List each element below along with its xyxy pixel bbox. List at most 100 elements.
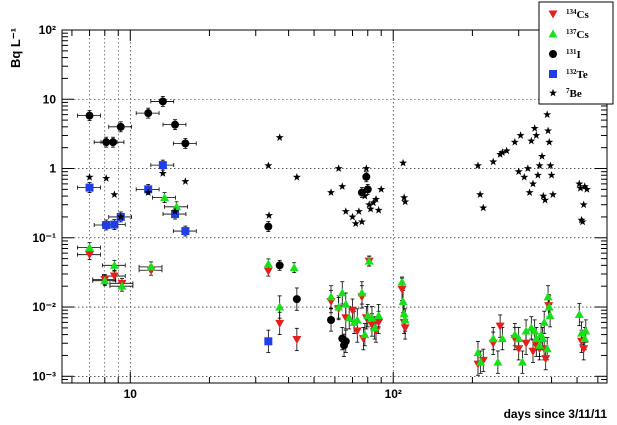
y-tick-label: 10²: [39, 23, 56, 37]
data-point: [102, 220, 111, 229]
data-point: [535, 161, 544, 170]
data-point: [158, 169, 167, 177]
data-point: [399, 309, 409, 318]
data-point: [581, 326, 591, 335]
data-point: [523, 164, 532, 172]
x-axis-title: days since 3/11/11: [504, 407, 608, 421]
data-point: [146, 262, 156, 271]
data-point: [582, 185, 591, 193]
data-point: [514, 334, 524, 343]
data-point: [476, 190, 485, 199]
data-point: [473, 348, 483, 357]
data-point: [374, 318, 384, 327]
legend-entry: 131I: [549, 48, 581, 61]
legend-label: 7Be: [566, 87, 582, 100]
data-point: [362, 172, 371, 181]
data-point: [400, 324, 410, 333]
data-point: [578, 217, 587, 226]
data-point: [510, 137, 519, 146]
y-tick-label: 10⁻³: [32, 369, 56, 383]
data-point: [579, 345, 589, 354]
data-point: [344, 313, 354, 322]
data-point: [334, 302, 344, 311]
data-point: [362, 164, 371, 172]
data-point: [576, 183, 585, 192]
data-point: [541, 355, 551, 364]
data-point: [538, 334, 548, 343]
data-point: [400, 315, 410, 324]
data-point: [341, 207, 350, 215]
data-point: [85, 183, 94, 192]
data-point: [363, 185, 372, 193]
y-tick-label: 10⁻¹: [32, 231, 56, 245]
data-point: [352, 315, 362, 324]
data-point: [158, 161, 167, 170]
data-point: [489, 157, 498, 166]
data-point: [397, 285, 407, 294]
data-point: [479, 203, 488, 212]
data-point: [530, 124, 539, 132]
series-cs-137: [85, 193, 591, 366]
data-point: [172, 202, 182, 211]
legend-label: 137Cs: [566, 28, 589, 41]
x-tick-label: 10: [124, 387, 138, 401]
data-point: [510, 330, 520, 339]
data-point: [538, 152, 547, 160]
data-point: [539, 317, 549, 326]
data-point: [579, 200, 588, 209]
y-tick-label: 10: [43, 92, 57, 106]
data-point: [542, 344, 552, 353]
data-point: [476, 357, 486, 366]
data-point: [547, 171, 556, 179]
data-point: [160, 193, 170, 202]
data-point: [292, 335, 302, 344]
data-point: [352, 327, 362, 336]
data-point: [144, 188, 153, 196]
data-point: [102, 138, 111, 147]
data-point: [117, 281, 127, 290]
data-point: [367, 313, 377, 322]
legend-entry: 137Cs: [548, 28, 589, 41]
data-point: [357, 188, 366, 197]
data-point: [374, 206, 383, 214]
data-point: [144, 109, 153, 118]
legend-label: 134Cs: [566, 8, 589, 21]
data-point: [577, 328, 587, 337]
data-point: [366, 204, 375, 213]
data-point: [265, 211, 274, 219]
data-point: [338, 182, 347, 190]
data-point: [109, 272, 119, 281]
data-point: [263, 267, 273, 276]
data-point: [85, 243, 95, 252]
data-point: [532, 131, 541, 139]
data-point: [543, 292, 553, 301]
data-point: [365, 200, 374, 209]
legend-label: 131I: [566, 48, 581, 61]
data-point: [337, 288, 347, 297]
data-point: [521, 326, 531, 335]
data-point: [580, 182, 589, 190]
legend-marker: [549, 70, 557, 78]
y-tick-label: 1: [49, 162, 56, 176]
data-point: [348, 306, 358, 315]
series-be-7: [85, 110, 591, 228]
data-point: [401, 197, 410, 206]
data-point: [577, 215, 586, 224]
legend-entry: 7Be: [549, 87, 582, 100]
data-point: [520, 172, 529, 181]
data-point: [539, 191, 548, 200]
data-point: [377, 185, 386, 193]
data-point: [531, 334, 541, 343]
data-point: [158, 97, 167, 106]
data-point: [85, 172, 94, 181]
legend-entry: 132Te: [549, 68, 588, 81]
data-point: [348, 212, 357, 221]
data-point: [326, 292, 336, 301]
data-point: [264, 337, 273, 346]
data-point: [369, 198, 378, 207]
data-point: [181, 139, 190, 148]
data-point: [360, 191, 369, 200]
data-point: [181, 227, 190, 236]
data-point: [102, 174, 111, 182]
data-point: [264, 222, 273, 231]
